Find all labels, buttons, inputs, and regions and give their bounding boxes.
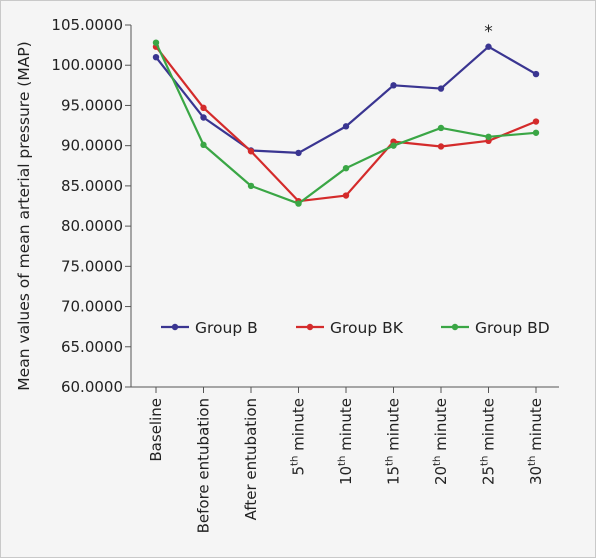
legend-label-group-bk: Group BK (330, 319, 404, 337)
data-point-group-b (532, 70, 540, 78)
data-point-group-bk (437, 143, 445, 150)
data-point-group-bk (200, 104, 207, 112)
data-point-group-bd (437, 124, 445, 132)
y-tick-label: 80.0000 (61, 217, 123, 235)
y-tick-label: 75.0000 (61, 257, 123, 275)
data-point-group-b (200, 114, 207, 121)
data-point-group-b (437, 85, 445, 92)
data-point-group-b (152, 53, 160, 61)
data-point-group-bd (247, 182, 255, 190)
data-point-group-bd (342, 164, 350, 172)
legend-marker-group-bd (451, 323, 459, 331)
data-point-group-b (342, 123, 350, 130)
x-tick-label: 20th minute (432, 398, 450, 485)
data-point-group-b (485, 43, 492, 50)
y-tick-label: 85.0000 (61, 177, 123, 195)
x-tick-label: After entubation (242, 398, 260, 520)
x-tick-label: 15th minute (385, 398, 403, 485)
data-point-group-bk (532, 118, 540, 125)
x-tick-label: 25th minute (480, 398, 498, 485)
y-tick-label: 105.0000 (51, 16, 123, 34)
x-tick-label: Before entubation (195, 398, 213, 533)
y-tick-label: 65.0000 (61, 338, 123, 356)
data-point-group-bd (532, 129, 540, 136)
data-point-group-bd (152, 39, 160, 46)
x-tick-label: 5th minute (290, 398, 308, 475)
x-tick-label: Baseline (147, 398, 165, 462)
legend-label-group-bd: Group BD (475, 319, 550, 337)
legend-label-group-b: Group B (195, 319, 258, 337)
y-axis-title: Mean values of mean arterial pressure (M… (15, 41, 33, 390)
y-tick-label: 100.0000 (51, 56, 123, 74)
data-point-group-b (295, 149, 302, 157)
data-point-group-bd (485, 133, 492, 141)
y-tick-label: 70.0000 (61, 298, 123, 316)
x-tick-label: 30th minute (527, 398, 545, 485)
significance-asterisk: * (484, 22, 493, 42)
y-tick-label: 90.0000 (61, 137, 123, 155)
y-tick-label: 60.0000 (61, 378, 123, 396)
series-line-group-b (155, 45, 537, 155)
y-tick-label: 95.0000 (61, 96, 123, 114)
data-point-group-b (390, 82, 397, 89)
x-tick-label: 10th minute (337, 398, 355, 485)
legend-marker-group-bk (306, 323, 314, 331)
data-point-group-bk (247, 148, 255, 155)
data-point-group-bd (390, 142, 397, 149)
data-point-group-bd (200, 141, 207, 149)
data-point-group-bk (342, 192, 350, 199)
data-point-group-bd (295, 200, 302, 207)
legend-marker-group-b (171, 323, 179, 331)
